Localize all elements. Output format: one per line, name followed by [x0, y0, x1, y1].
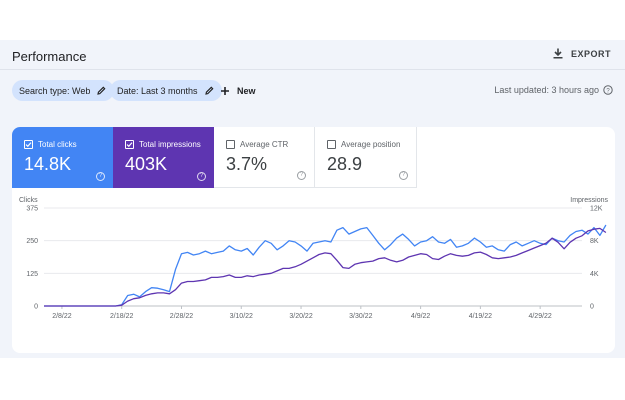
metric-value: 3.7%	[226, 154, 268, 174]
metric-label: Average CTR	[240, 140, 289, 149]
download-icon	[553, 48, 563, 59]
checkbox-unchecked-icon[interactable]	[226, 140, 235, 149]
metric-card-total-clicks[interactable]: Total clicks 14.8K ?	[12, 127, 113, 188]
x-tick-label: 4/19/22	[469, 313, 492, 320]
edit-pencil-icon[interactable]	[97, 86, 106, 95]
left-tick-label: 0	[34, 304, 38, 311]
metric-card-average-ctr[interactable]: Average CTR 3.7% ?	[214, 127, 315, 188]
export-button[interactable]: EXPORT	[553, 48, 611, 59]
svg-text:?: ?	[606, 88, 610, 94]
x-tick-label: 2/18/22	[110, 313, 133, 320]
metric-value: 28.9	[327, 154, 363, 174]
performance-panel: Performance EXPORT Search type: Web Date…	[0, 40, 625, 358]
x-tick-label: 3/10/22	[230, 313, 253, 320]
checkbox-checked-icon[interactable]	[125, 140, 134, 149]
left-tick-label: 125	[26, 271, 38, 278]
help-icon[interactable]: ?	[96, 172, 105, 181]
new-filter-label: New	[237, 85, 256, 96]
date-range-label: Date: Last 3 months	[117, 85, 198, 96]
x-tick-label: 4/9/22	[411, 313, 431, 320]
metric-value: 403K	[125, 154, 168, 174]
page-title: Performance	[12, 49, 87, 64]
x-tick-label: 3/20/22	[289, 313, 312, 320]
performance-chart: Clicks Impressions 375 12K 250 8K 125 4K 0 0 2/8/2…	[19, 197, 609, 320]
series-line-impressions	[44, 227, 607, 307]
last-updated-text: Last updated: 3 hours ago	[494, 85, 599, 95]
metric-value: 14.8K	[24, 154, 72, 174]
left-tick-label: 375	[26, 206, 38, 213]
checkbox-unchecked-icon[interactable]	[327, 140, 336, 149]
help-icon[interactable]: ?	[197, 172, 206, 181]
page-header: Performance EXPORT	[0, 40, 625, 70]
export-label: EXPORT	[570, 48, 611, 59]
metric-label: Total clicks	[38, 140, 77, 149]
date-filter-chip[interactable]: Date: Last 3 months	[110, 80, 222, 101]
metric-label: Average position	[341, 140, 401, 149]
right-tick-label: 12K	[590, 206, 603, 213]
metric-label: Total impressions	[139, 140, 201, 149]
metric-card-total-impressions[interactable]: Total impressions 403K ?	[113, 127, 214, 188]
last-updated: Last updated: 3 hours ago ?	[494, 85, 613, 95]
right-tick-label: 4K	[590, 271, 599, 278]
series-line-clicks	[44, 224, 607, 307]
x-tick-label: 3/30/22	[349, 313, 372, 320]
right-axis-label: Impressions	[570, 197, 608, 204]
filter-bar: Search type: Web Date: Last 3 months New…	[0, 80, 625, 102]
right-tick-label: 8K	[590, 238, 599, 245]
help-icon[interactable]: ?	[399, 171, 408, 180]
x-tick-label: 2/28/22	[170, 313, 193, 320]
plus-icon	[221, 86, 229, 95]
metric-card-average-position[interactable]: Average position 28.9 ?	[315, 127, 417, 188]
new-filter-button[interactable]: New	[220, 80, 256, 101]
help-icon[interactable]: ?	[603, 85, 613, 95]
left-tick-label: 250	[26, 238, 38, 245]
edit-pencil-icon[interactable]	[204, 86, 214, 95]
x-tick-label: 4/29/22	[528, 313, 551, 320]
x-tick-label: 2/8/22	[52, 313, 72, 320]
search-type-filter-chip[interactable]: Search type: Web	[12, 80, 115, 101]
help-icon[interactable]: ?	[297, 171, 306, 180]
performance-card: Total clicks 14.8K ? Total impressions 4…	[12, 127, 615, 353]
search-type-label: Search type: Web	[19, 85, 91, 96]
checkbox-checked-icon[interactable]	[24, 140, 33, 149]
right-tick-label: 0	[590, 304, 594, 311]
left-axis-label: Clicks	[19, 197, 38, 204]
